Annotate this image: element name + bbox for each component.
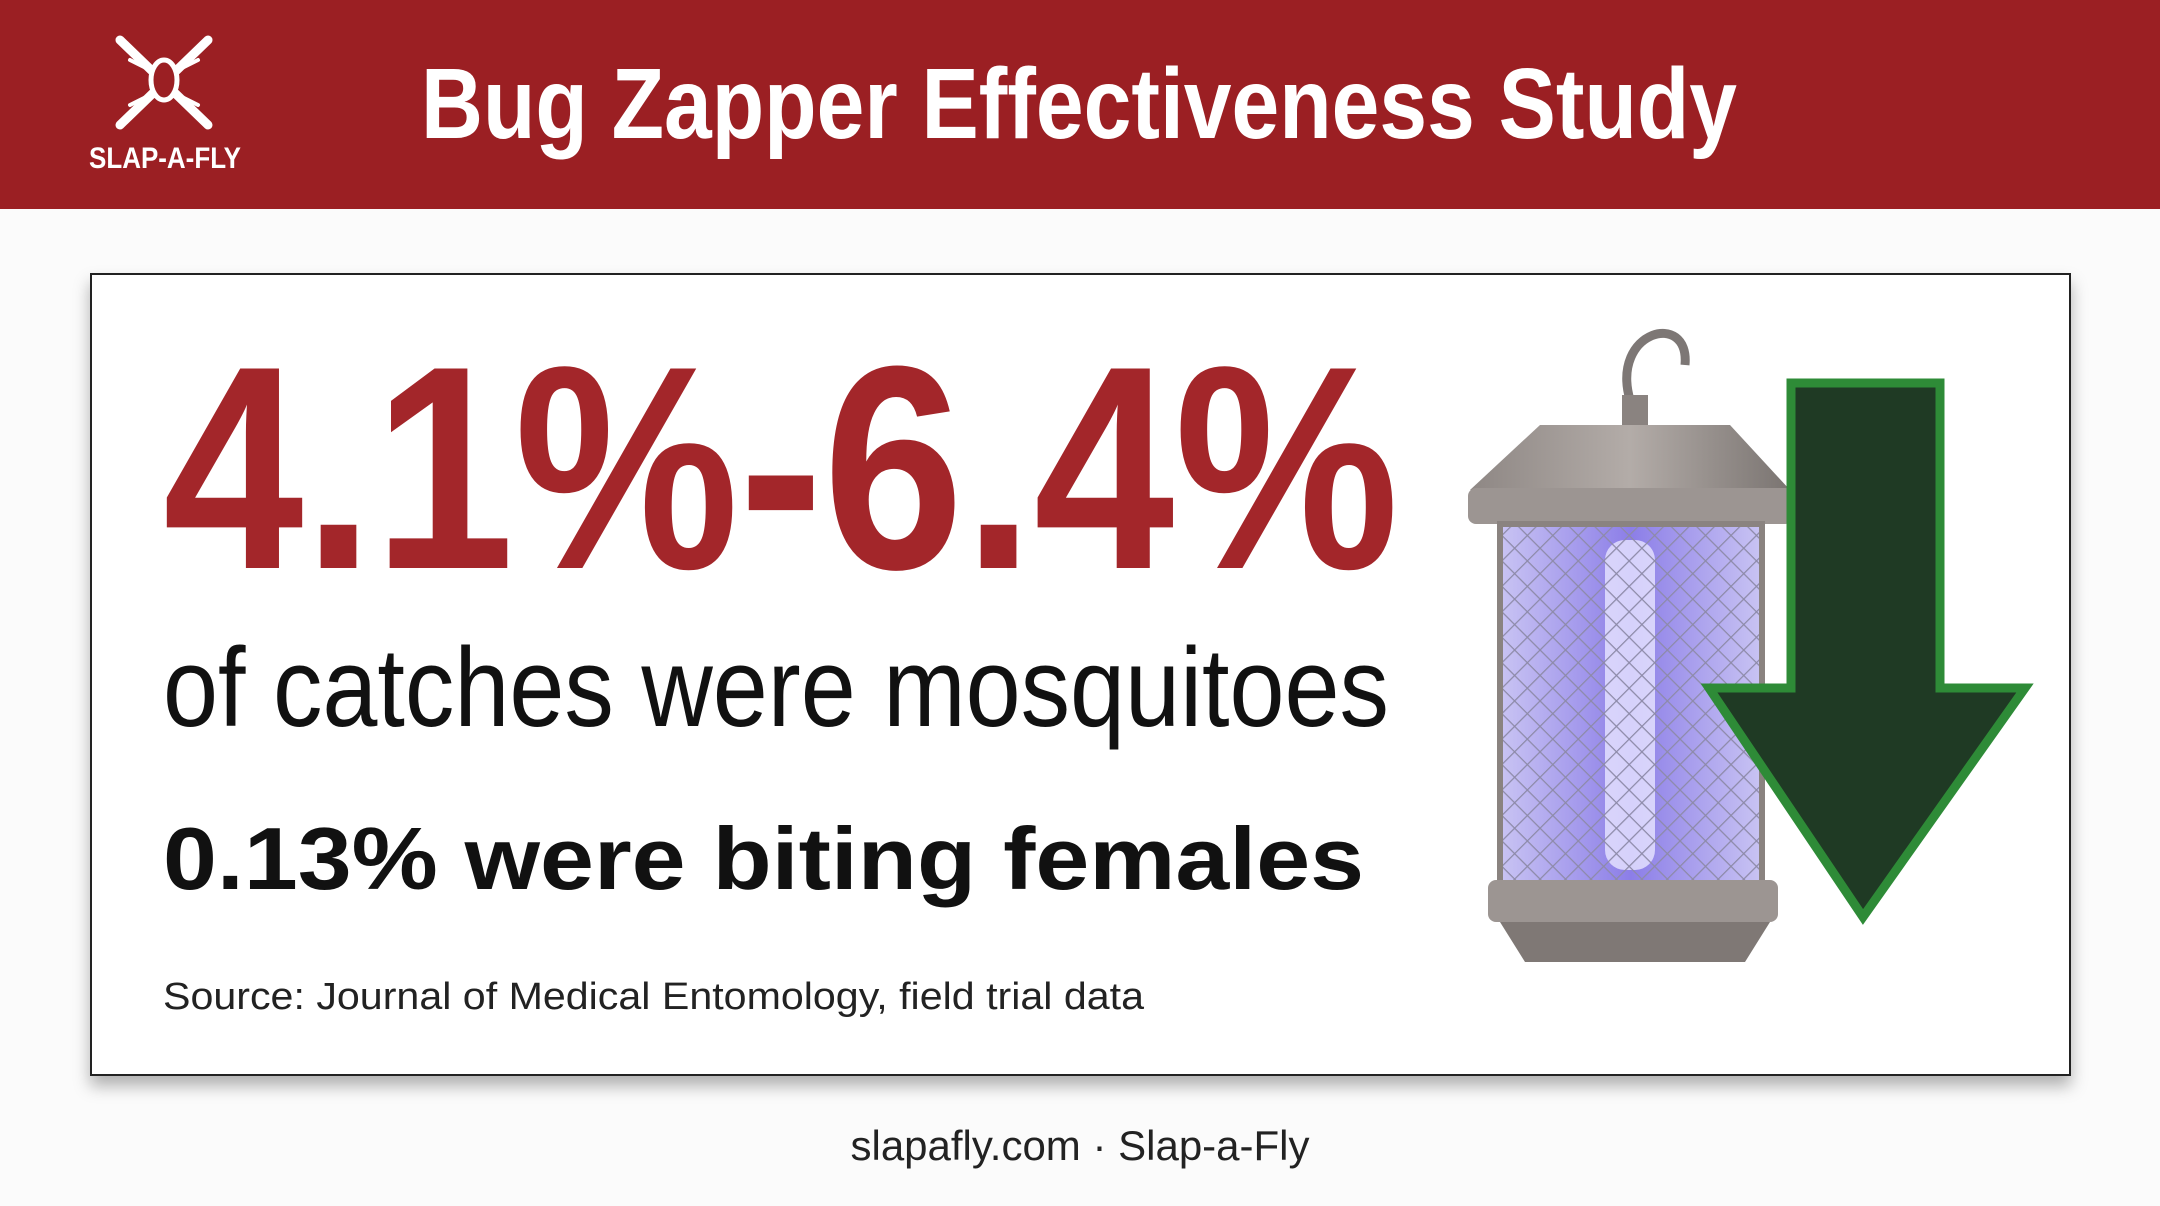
header-title: Bug Zapper Effectiveness Study: [421, 48, 1737, 160]
subhead: of catches were mosquitoes: [163, 625, 1389, 750]
stat: 0.13% were biting females: [163, 809, 1364, 908]
down-arrow: [1700, 378, 2034, 925]
logo-text: SLAP-A-FLY: [89, 142, 241, 175]
headline: 4.1%-6.4%: [163, 306, 1399, 630]
header-bar: [0, 0, 2160, 209]
source: Source: Journal of Medical Entomology, f…: [163, 976, 1145, 1018]
logo-icon: [115, 35, 213, 130]
footer: slapafly.com · Slap-a-Fly: [850, 1122, 1309, 1169]
